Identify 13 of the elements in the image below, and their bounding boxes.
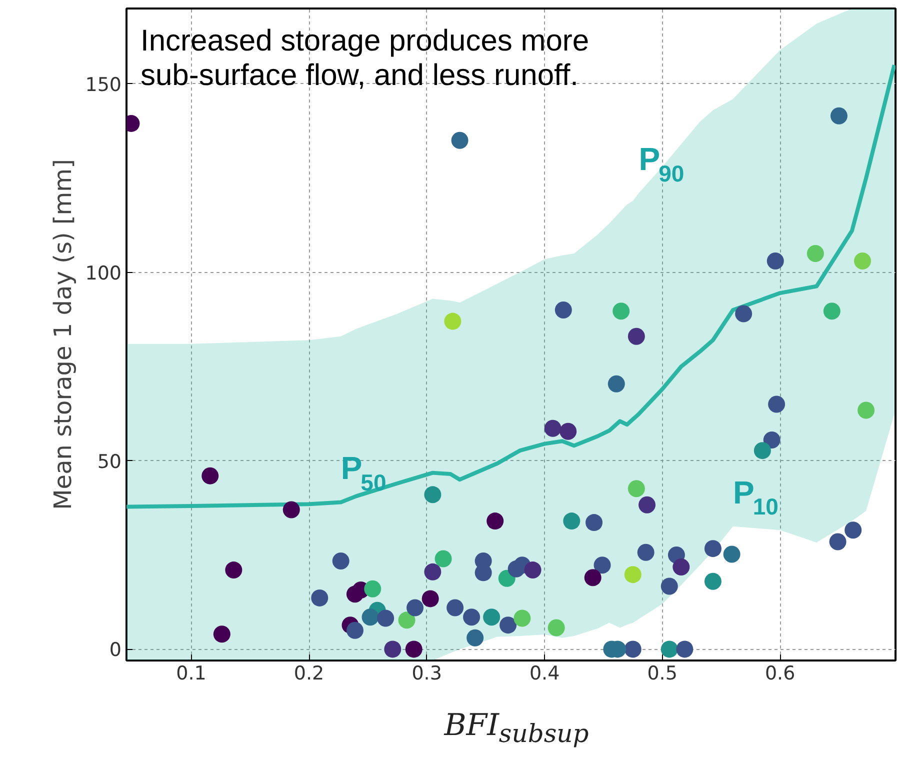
x-tick-label: 0.3: [412, 662, 442, 684]
y-tick-label: 0: [109, 639, 122, 662]
x-tick-label: 0.5: [647, 662, 678, 684]
y-tick-label: 150: [85, 74, 122, 96]
y-axis-title: Mean storage 1 day (s) [mm]: [49, 159, 78, 510]
x-axis-title: BFI$_{subsup}$: [442, 707, 590, 750]
y-tick-label: 50: [97, 450, 122, 473]
y-tick-label: 100: [85, 262, 122, 284]
x-tick-label: 0.4: [529, 662, 560, 684]
x-tick-label: 0.6: [764, 662, 796, 684]
x-tick-label: 0.2: [294, 662, 324, 684]
annotation: Increased storage produces more sub-surface flow, and less runoff.: [140, 24, 590, 92]
x-tick-label: 0.1: [176, 662, 206, 684]
